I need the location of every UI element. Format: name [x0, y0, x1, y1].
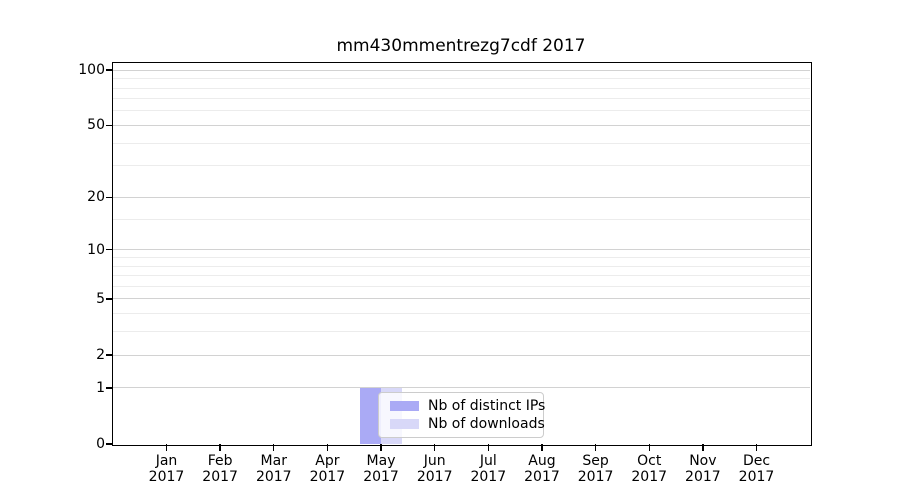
chart-title: mm430mmentrezg7cdf 2017 [336, 36, 586, 56]
x-tick-mark [380, 444, 382, 451]
minor-gridline [113, 218, 810, 220]
legend: Nb of distinct IPs Nb of downloads [378, 392, 545, 438]
y-tick-mark [106, 443, 113, 445]
minor-gridline [113, 98, 810, 100]
x-tick-mark [541, 444, 543, 451]
y-tick-mark [106, 298, 113, 300]
minor-gridline [113, 285, 810, 287]
x-tick-mark [487, 444, 489, 451]
x-tick-mark [702, 444, 704, 451]
minor-gridline [113, 110, 810, 112]
x-tick-mark [594, 444, 597, 451]
major-gridline [113, 124, 810, 126]
x-tick-label: Jun 2017 [416, 453, 453, 485]
minor-gridline [113, 142, 810, 144]
minor-gridline [113, 87, 810, 89]
y-tick-label: 100 [78, 62, 105, 79]
y-tick-mark [106, 124, 113, 127]
major-gridline [113, 196, 810, 198]
y-tick-mark [106, 249, 113, 251]
x-tick-label: Apr 2017 [309, 453, 346, 485]
y-tick-label: 1 [96, 379, 105, 396]
major-gridline [113, 298, 810, 300]
bar-distinct-ips [359, 387, 382, 444]
x-tick-label: Dec 2017 [738, 453, 775, 485]
major-gridline [113, 69, 810, 71]
x-tick-label: Feb 2017 [202, 453, 238, 485]
legend-entry-downloads: Nb of downloads [390, 416, 545, 432]
x-tick-mark [219, 444, 221, 451]
legend-swatch-0 [390, 400, 419, 412]
y-tick-label: 10 [87, 241, 105, 258]
x-tick-label: Jan 2017 [148, 453, 185, 485]
major-gridline [113, 354, 810, 356]
y-tick-mark [106, 196, 113, 199]
y-tick-mark [106, 387, 113, 389]
x-tick-label: May 2017 [363, 453, 399, 485]
x-tick-mark [273, 444, 275, 451]
x-tick-label: Jul 2017 [470, 453, 507, 485]
y-tick-label: 5 [96, 290, 105, 307]
major-gridline [113, 387, 810, 389]
x-tick-label: Oct 2017 [631, 453, 668, 485]
x-tick-mark [648, 444, 650, 451]
y-tick-label: 0 [96, 436, 105, 452]
x-tick-mark [755, 444, 758, 451]
minor-gridline [113, 275, 810, 277]
x-tick-label: Aug 2017 [524, 453, 560, 485]
x-tick-label: Nov 2017 [685, 453, 721, 485]
minor-gridline [113, 313, 810, 315]
minor-gridline [113, 256, 810, 258]
x-tick-mark [326, 444, 329, 451]
legend-label-0: Nb of distinct IPs [428, 398, 546, 414]
minor-gridline [113, 331, 810, 333]
y-tick-label: 50 [87, 117, 105, 134]
minor-gridline [113, 265, 810, 267]
major-gridline [113, 249, 810, 251]
y-tick-label: 2 [96, 347, 105, 363]
y-tick-label: 20 [87, 189, 105, 206]
x-tick-mark [433, 444, 436, 451]
x-tick-mark [165, 444, 168, 451]
x-tick-label: Sep 2017 [577, 453, 614, 485]
minor-gridline [113, 78, 810, 80]
y-tick-mark [106, 354, 113, 356]
y-tick-mark [106, 69, 113, 71]
x-tick-label: Mar 2017 [255, 453, 292, 485]
legend-entry-distinct-ips: Nb of distinct IPs [390, 398, 545, 414]
legend-label-1: Nb of downloads [428, 416, 545, 432]
minor-gridline [113, 165, 810, 167]
legend-swatch-1 [390, 418, 419, 430]
